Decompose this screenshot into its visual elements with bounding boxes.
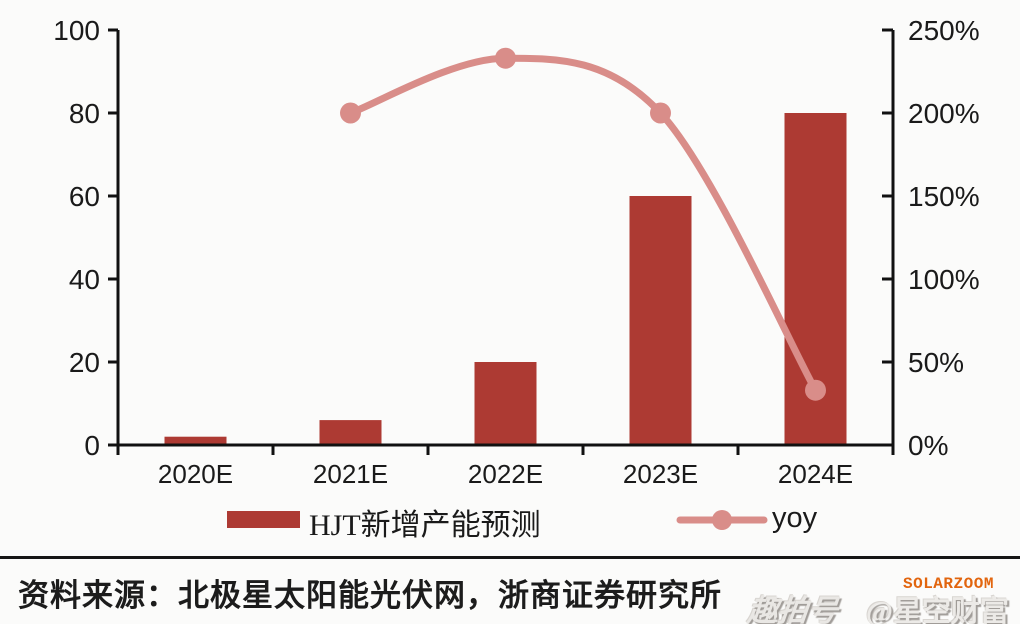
legend-line-marker	[712, 510, 732, 530]
bar-2021E	[319, 420, 382, 445]
legend-bar-swatch	[227, 511, 300, 528]
watermark-handle: @星空财富	[866, 596, 1009, 624]
right-axis-label: 100%	[908, 264, 980, 295]
legend: HJT新增产能预测 yoy	[0, 498, 1020, 544]
left-axis-label: 20	[69, 347, 100, 378]
axis-frame	[116, 30, 895, 447]
right-axis-label: 200%	[908, 98, 980, 129]
legend-line-label: yoy	[772, 502, 818, 534]
legend-bar-label: HJT新增产能预测	[309, 509, 541, 542]
x-axis-label-2023E: 2023E	[623, 459, 698, 489]
right-axis-label: 250%	[908, 15, 980, 46]
left-axis-label: 0	[84, 430, 100, 461]
source-note: 资料来源：北极星太阳能光伏网，浙商证券研究所	[18, 578, 722, 613]
right-axis-label: 0%	[908, 430, 948, 461]
footer-divider	[0, 556, 1020, 559]
yoy-line	[347, 54, 819, 394]
left-axis-label: 40	[69, 264, 100, 295]
watermark-brand: SOLARZOOM	[903, 575, 994, 593]
line-marker-2023E	[650, 102, 671, 124]
combo-chart: 0 0% 20 50% 40 100% 60 150% 80 200% 100 250% 2020E 20…	[53, 15, 980, 489]
bar-2023E	[629, 196, 692, 445]
left-axis-label: 100	[53, 15, 100, 46]
x-axis-label-2020E: 2020E	[158, 459, 233, 489]
x-axis-label-2021E: 2021E	[313, 459, 388, 489]
legend-line-swatch	[676, 510, 768, 530]
x-axis-label-2024E: 2024E	[778, 459, 853, 489]
line-marker-2021E	[340, 102, 361, 124]
line-marker-2024E	[805, 379, 826, 401]
right-axis-label: 50%	[908, 347, 964, 378]
right-axis-label: 150%	[908, 181, 980, 212]
bar-2020E	[164, 436, 227, 445]
x-axis-label-2022E: 2022E	[468, 459, 543, 489]
left-axis-label: 80	[69, 98, 100, 129]
line-marker-2022E	[495, 47, 516, 69]
left-axis-label: 60	[69, 181, 100, 212]
watermark-platform: 趣拍号	[745, 595, 840, 624]
bar-2022E	[474, 362, 537, 445]
